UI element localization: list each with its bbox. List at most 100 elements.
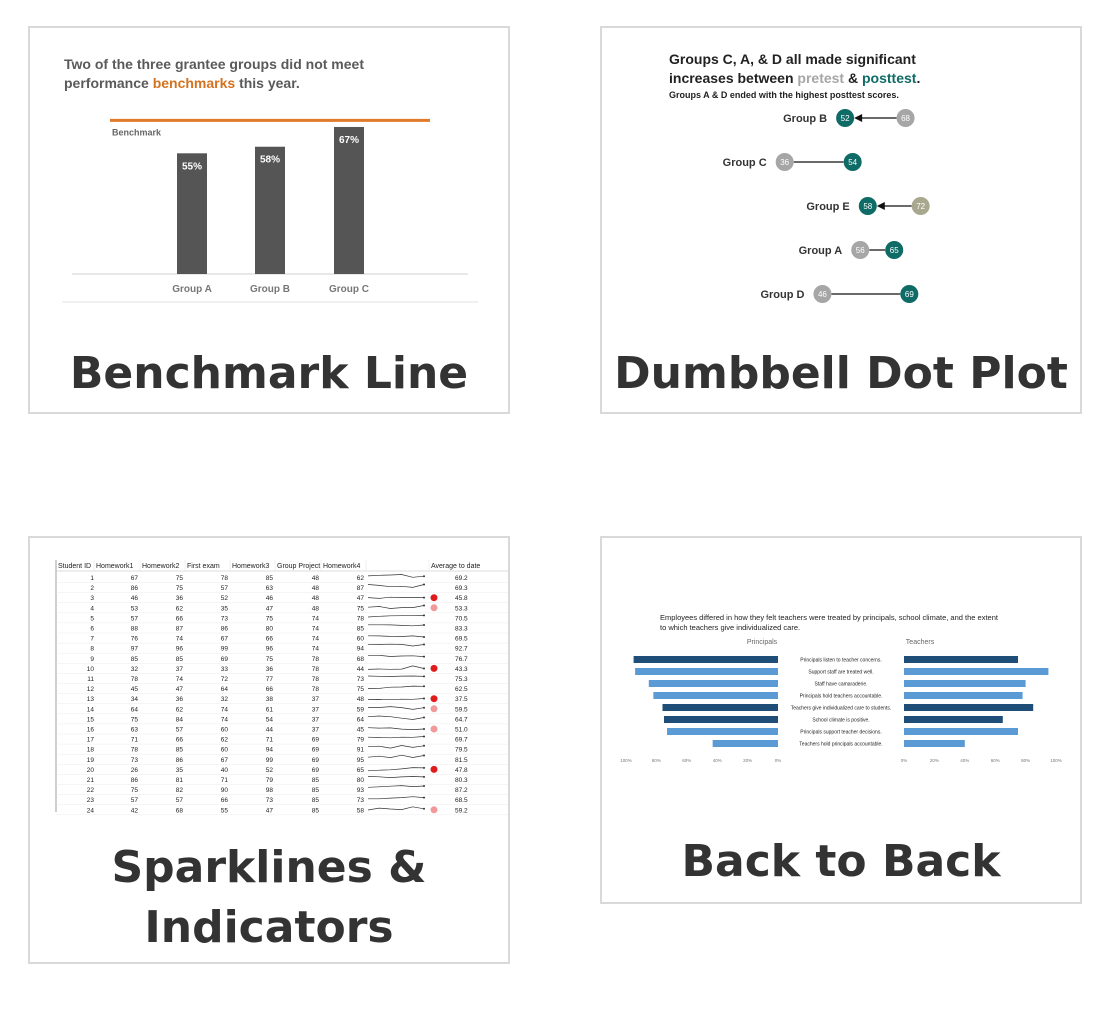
table-cell: 32 — [221, 696, 229, 703]
card-title-back-to-back: Back to Back — [681, 836, 1001, 887]
table-cell: 6 — [90, 626, 94, 633]
left-panel-label: Principals — [747, 639, 778, 646]
pretest-dot — [851, 241, 870, 259]
table-cell: 48 — [312, 595, 320, 602]
principals-bar — [653, 692, 778, 699]
table-cell: 4 — [90, 605, 94, 612]
pretest-dot — [813, 285, 832, 303]
sparkline-endpoint — [423, 655, 425, 658]
pretest-value: 56 — [856, 246, 865, 255]
card-title-sparklines-line2: Indicators — [144, 902, 394, 953]
sparkline — [367, 635, 425, 638]
table-cell: 10 — [87, 666, 95, 673]
category-label: Teachers give individualized care to stu… — [791, 706, 892, 712]
table-cell: 36 — [176, 696, 184, 703]
sparkline — [367, 785, 425, 788]
table-cell: 67 — [131, 575, 139, 582]
table-cell: 77 — [266, 676, 274, 683]
sparkline-endpoint — [423, 766, 425, 769]
average-cell: 80.3 — [455, 777, 468, 784]
sparkline-endpoint — [423, 697, 425, 700]
table-cell: 67 — [221, 757, 229, 764]
table-cell: 67 — [221, 636, 229, 643]
table-cell: 5 — [90, 615, 94, 622]
card-title-dumbbell: Dumbbell Dot Plot — [614, 348, 1068, 399]
table-cell: 71 — [221, 777, 229, 784]
sparkline — [368, 796, 425, 800]
category-label: Staff have camaraderie. — [815, 682, 868, 688]
sparkline-endpoint — [423, 575, 425, 578]
table-cell: 85 — [266, 575, 274, 582]
sparkline-table: Student ID Homework1 Homework2 First exam Ho… — [55, 560, 508, 815]
table-cell: 37 — [312, 696, 320, 703]
table-cell: 74 — [176, 636, 184, 643]
average-cell: 69.5 — [455, 636, 468, 643]
table-cell: 3 — [90, 595, 94, 602]
table-cell: 44 — [266, 727, 274, 734]
indicator-dot — [430, 725, 438, 733]
table-cell: 78 — [312, 686, 320, 693]
teachers-bar — [904, 668, 1049, 675]
table-cell: 59 — [357, 706, 365, 713]
table-cell: 48 — [312, 575, 320, 582]
table-cell: 65 — [357, 767, 365, 774]
table-cell: 13 — [87, 696, 95, 703]
sparkline — [367, 745, 425, 749]
table-cell: 85 — [312, 807, 320, 814]
card-dumbbell-dot-plot[interactable]: Groups C, A, & D all made significant inc… — [600, 26, 1082, 414]
card-benchmark-line[interactable]: Two of the three grantee groups did not … — [28, 26, 510, 414]
sparkline-endpoint — [423, 685, 425, 688]
table-cell: 64 — [357, 716, 365, 723]
table-cell: 72 — [221, 676, 229, 683]
principals-bar — [633, 656, 778, 663]
posttest-dot — [900, 285, 919, 303]
sparkline — [367, 715, 425, 720]
sparkline-endpoint — [423, 735, 425, 738]
pretest-value: 68 — [901, 114, 910, 123]
category-label: Principals listen to teacher concerns. — [800, 658, 881, 664]
table-header: Homework1 — [96, 563, 133, 570]
table-cell: 98 — [266, 787, 274, 794]
table-cell: 78 — [312, 666, 320, 673]
sparkline — [367, 698, 425, 701]
title-posttest: posttest — [862, 70, 917, 86]
group-label: Group A — [799, 245, 843, 257]
table-cell: 64 — [221, 686, 229, 693]
table-cell: 57 — [131, 797, 139, 804]
table-header: Average to date — [431, 563, 480, 570]
posttest-value: 52 — [841, 114, 850, 123]
average-cell: 83.3 — [455, 626, 468, 633]
table-cell: 37 — [312, 727, 320, 734]
dumbbell-chart: Groups C, A, & D all made significant inc… — [669, 51, 930, 303]
card-sparklines-indicators[interactable]: Student ID Homework1 Homework2 First exam Ho… — [28, 536, 510, 964]
table-cell: 73 — [131, 757, 139, 764]
table-header: Homework3 — [232, 563, 269, 570]
card-back-to-back[interactable]: Employees differed in how they felt teac… — [600, 536, 1082, 904]
average-cell: 51.0 — [455, 727, 468, 734]
table-cell: 75 — [131, 716, 139, 723]
table-cell: 78 — [357, 615, 365, 622]
table-cell: 52 — [221, 595, 229, 602]
chart-subtitle: Groups A & D ended with the highest post… — [669, 90, 899, 100]
table-cell: 80 — [266, 626, 274, 633]
sparkline-endpoint — [423, 583, 425, 586]
average-cell: 92.7 — [455, 646, 468, 653]
average-cell: 81.5 — [455, 757, 468, 764]
sparkline — [367, 806, 425, 811]
table-cell: 33 — [221, 666, 229, 673]
bar-value-label: 58% — [260, 155, 280, 166]
teachers-bar — [904, 704, 1034, 711]
table-cell: 36 — [266, 666, 274, 673]
title-text: increases between — [669, 70, 797, 86]
sparkline — [367, 574, 425, 578]
table-cell: 71 — [266, 737, 274, 744]
title-highlight: benchmarks — [153, 75, 236, 91]
category-label: Principals support teacher decisions. — [800, 730, 881, 736]
table-cell: 74 — [221, 706, 229, 713]
table-cell: 78 — [312, 676, 320, 683]
sparkline-endpoint — [423, 643, 425, 646]
table-cell: 93 — [357, 787, 365, 794]
left-tick-label: 40% — [713, 758, 722, 763]
posttest-value: 54 — [848, 158, 857, 167]
table-cell: 53 — [131, 605, 139, 612]
